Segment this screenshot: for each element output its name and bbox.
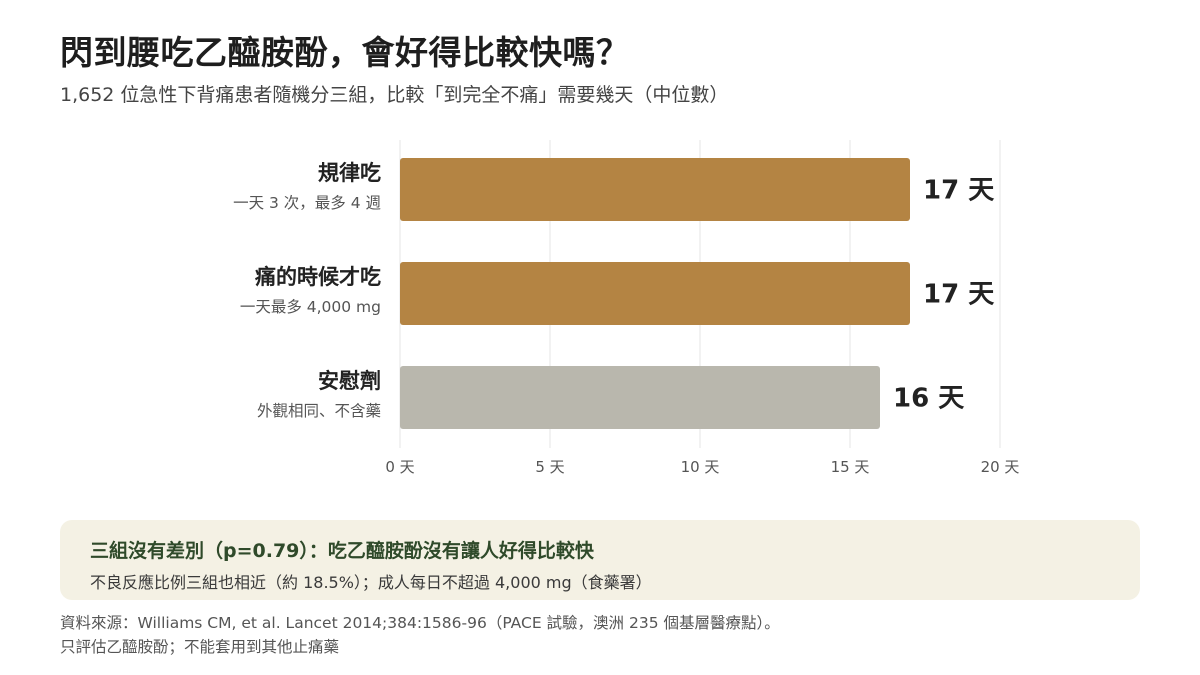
category-label: 痛的時候才吃 (255, 265, 381, 289)
source-note: 資料來源：Williams CM, et al. Lancet 2014;384… (60, 611, 780, 659)
callout-headline: 三組沒有差別（p=0.79）：吃乙醯胺酚沒有讓人好得比較快 (90, 540, 594, 562)
callout-body: 不良反應比例三組也相近（約 18.5%）；成人每日不超過 4,000 mg（食藥… (90, 573, 652, 592)
category-label: 安慰劑 (318, 369, 381, 393)
chart-subtitle: 1,652 位急性下背痛患者隨機分三組，比較「到完全不痛」需要幾天（中位數） (60, 84, 729, 106)
x-tick-label: 15 天 (831, 458, 870, 476)
source-line-1: 資料來源：Williams CM, et al. Lancet 2014;384… (60, 614, 780, 632)
x-tick-label: 20 天 (981, 458, 1020, 476)
x-tick-label: 10 天 (681, 458, 720, 476)
category-label: 規律吃 (318, 161, 381, 185)
x-tick-label: 0 天 (385, 458, 414, 476)
x-tick-label: 5 天 (535, 458, 564, 476)
category-note: 一天 3 次，最多 4 週 (233, 194, 381, 212)
source-line-2: 只評估乙醯胺酚；不能套用到其他止痛藥 (60, 638, 340, 656)
chart-title: 閃到腰吃乙醯胺酚，會好得比較快嗎？ (60, 33, 630, 72)
bar (400, 262, 910, 325)
bar (400, 158, 910, 221)
category-note: 外觀相同、不含藥 (257, 402, 381, 420)
bar (400, 366, 880, 429)
conclusion-callout: 三組沒有差別（p=0.79）：吃乙醯胺酚沒有讓人好得比較快 不良反應比例三組也相… (60, 520, 1140, 600)
data-label: 17 天 (923, 176, 994, 206)
category-note: 一天最多 4,000 mg (240, 298, 381, 316)
data-label: 17 天 (923, 280, 994, 310)
data-label: 16 天 (893, 384, 964, 414)
